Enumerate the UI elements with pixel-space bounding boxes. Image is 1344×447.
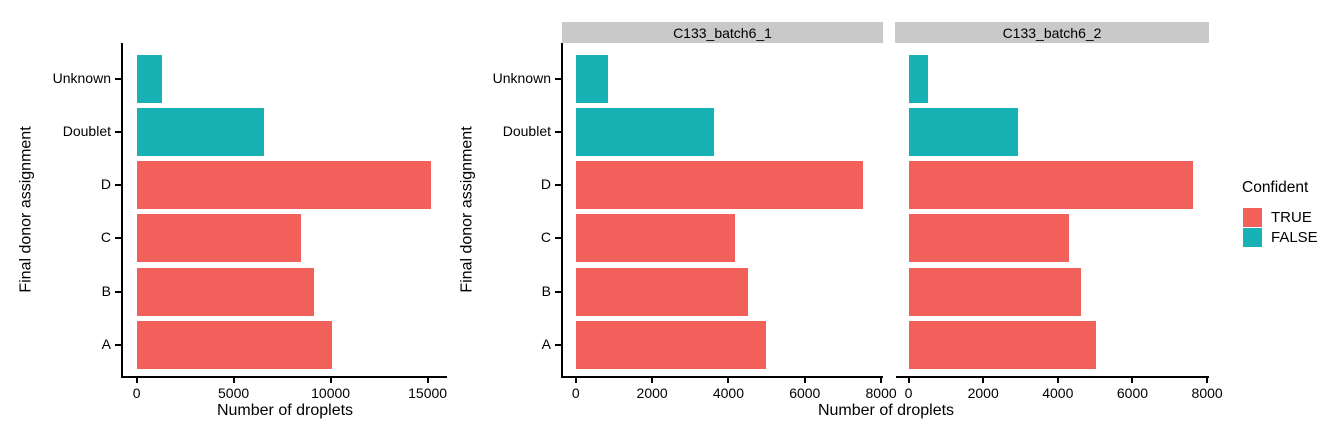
legend-swatch-true	[1243, 208, 1262, 227]
y-tick	[555, 237, 561, 240]
x-tick	[1131, 378, 1134, 383]
y-category-label: Unknown	[492, 69, 551, 86]
y-category-label: B	[541, 282, 551, 299]
x-tick	[1056, 378, 1059, 383]
x-tick-label: 6000	[1116, 385, 1149, 401]
y-tick	[555, 344, 561, 346]
x-tick	[727, 378, 730, 383]
y-tick	[115, 237, 121, 240]
bar-a	[136, 321, 332, 369]
x-tick	[982, 378, 985, 383]
x-tick	[1206, 378, 1209, 383]
y-category-label: C	[100, 229, 111, 246]
bar-d	[136, 161, 432, 210]
y-tick	[555, 130, 561, 133]
legend-label-false: FALSE	[1271, 229, 1318, 246]
x-axis-line	[561, 376, 883, 378]
x-tick-label: 2000	[967, 385, 999, 401]
bar-b	[136, 267, 314, 316]
y-axis-line	[561, 43, 563, 378]
y-tick	[115, 344, 121, 346]
y-category-label: Unknown	[52, 69, 111, 86]
x-axis-line	[121, 376, 447, 378]
bar-doublet	[136, 107, 264, 156]
facet-strip-2: C133_batch6_2	[895, 22, 1209, 43]
y-category-label: A	[541, 336, 551, 352]
y-category-label: D	[540, 176, 551, 193]
x-tick-label: 8000	[865, 385, 897, 401]
y-tick	[115, 130, 121, 133]
x-tick-label: 0	[132, 385, 141, 401]
y-axis-line	[121, 43, 123, 378]
bar-d	[908, 161, 1193, 210]
x-tick-label: 4000	[712, 385, 745, 401]
bar-unknown	[136, 54, 163, 103]
legend-swatch-false	[1243, 228, 1262, 247]
y-tick	[115, 184, 121, 187]
x-tick-label: 0	[571, 385, 580, 401]
facet-strip-1: C133_batch6_1	[562, 22, 883, 43]
left-x-axis-title: Number of droplets	[216, 402, 354, 419]
legend-label-true: TRUE	[1271, 209, 1312, 226]
y-category-label: B	[101, 282, 111, 299]
legend-title: Confident	[1242, 179, 1309, 196]
x-tick	[232, 378, 235, 383]
y-category-label: C	[540, 229, 551, 246]
bar-doublet	[908, 107, 1018, 156]
x-tick	[803, 378, 806, 383]
x-tick	[907, 378, 910, 383]
x-tick	[574, 378, 577, 383]
x-tick-label: 0	[904, 385, 913, 401]
x-tick-label: 4000	[1042, 385, 1074, 401]
y-category-label: D	[100, 176, 111, 193]
bar-c	[136, 214, 301, 263]
x-tick-label: 5000	[218, 385, 250, 401]
facet-strip-2-label: C133_batch6_2	[1002, 24, 1102, 41]
bar-d	[575, 161, 864, 210]
x-tick-label: 6000	[789, 385, 821, 401]
x-tick-label: 15000	[408, 385, 448, 401]
bar-a	[575, 321, 767, 369]
y-tick	[555, 184, 561, 187]
bar-c	[575, 214, 736, 263]
x-tick-label: 8000	[1191, 385, 1223, 401]
x-tick	[880, 378, 883, 383]
y-tick	[115, 290, 121, 293]
y-tick	[555, 77, 561, 80]
bar-b	[908, 267, 1082, 316]
bar-unknown	[908, 54, 928, 103]
y-tick	[115, 77, 121, 80]
y-category-label: Doublet	[62, 122, 111, 139]
x-tick-label: 2000	[636, 385, 668, 401]
right-x-axis-title: Number of droplets	[817, 402, 955, 419]
bar-unknown	[575, 54, 608, 103]
x-tick	[329, 378, 332, 383]
y-tick	[555, 290, 561, 293]
x-tick	[651, 378, 654, 383]
x-tick	[135, 378, 138, 383]
y-category-label: Doublet	[502, 122, 551, 139]
bar-a	[908, 321, 1096, 369]
bar-doublet	[575, 107, 714, 156]
facet-strip-1-label: C133_batch6_1	[673, 24, 772, 41]
x-tick	[426, 378, 429, 383]
x-axis-line	[896, 376, 1209, 378]
bar-c	[908, 214, 1070, 263]
legend-item-true: TRUE	[1243, 208, 1312, 227]
x-tick-label: 10000	[311, 385, 351, 401]
bar-b	[575, 267, 748, 316]
y-category-label: A	[101, 336, 111, 352]
legend-item-false: FALSE	[1243, 228, 1318, 247]
